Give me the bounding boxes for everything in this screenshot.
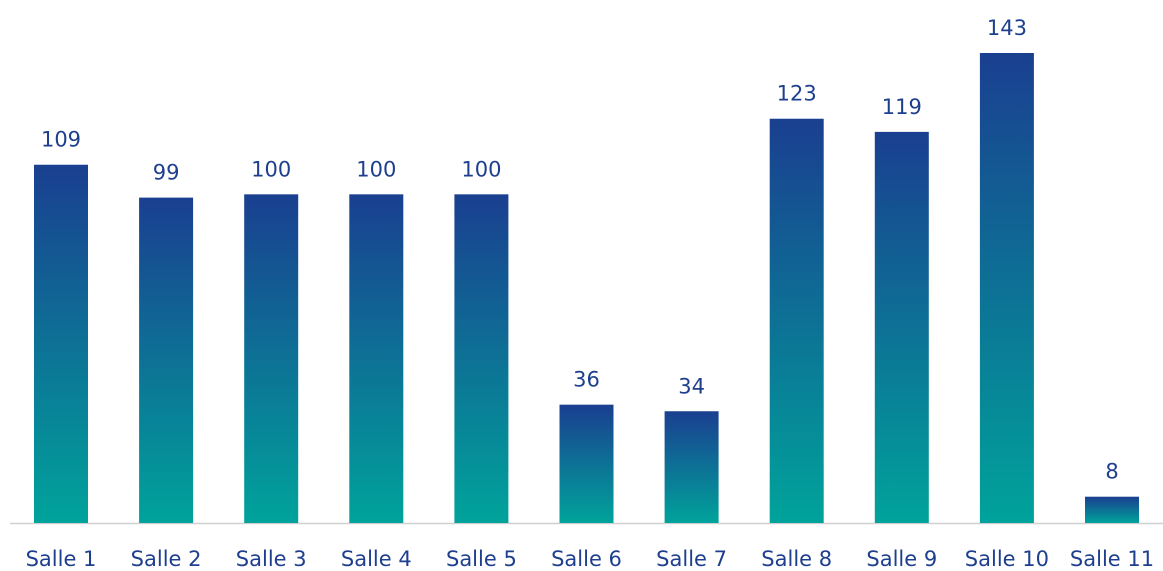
bar xyxy=(559,404,614,523)
bar xyxy=(139,197,194,523)
bar xyxy=(349,194,404,523)
value-label: 100 xyxy=(461,157,501,181)
x-tick-label: Salle 1 xyxy=(26,547,97,571)
value-label: 100 xyxy=(251,157,291,181)
bar xyxy=(244,194,299,523)
bar xyxy=(1085,496,1139,523)
x-tick-label: Salle 3 xyxy=(236,547,307,571)
bar xyxy=(769,118,824,524)
bar xyxy=(34,164,88,524)
x-tick-label: Salle 10 xyxy=(965,547,1049,571)
value-label: 100 xyxy=(356,157,396,181)
value-label: 123 xyxy=(777,82,817,106)
x-tick-label: Salle 7 xyxy=(656,547,727,571)
bar xyxy=(874,131,929,524)
bar xyxy=(454,194,509,523)
bar xyxy=(979,53,1034,523)
x-tick-label: Salle 11 xyxy=(1070,547,1154,571)
value-label: 8 xyxy=(1105,460,1118,484)
bar xyxy=(664,411,719,523)
value-label: 99 xyxy=(153,161,180,185)
value-label: 36 xyxy=(573,368,600,392)
x-tick-label: Salle 9 xyxy=(866,547,937,571)
x-tick-label: Salle 4 xyxy=(341,547,412,571)
x-tick-label: Salle 6 xyxy=(551,547,622,571)
x-tick-label: Salle 2 xyxy=(131,547,202,571)
x-tick-label: Salle 5 xyxy=(446,547,517,571)
value-label: 34 xyxy=(678,374,705,398)
value-label: 109 xyxy=(41,128,81,152)
x-tick-label: Salle 8 xyxy=(761,547,832,571)
value-label: 143 xyxy=(987,16,1027,40)
value-label: 119 xyxy=(882,95,922,119)
